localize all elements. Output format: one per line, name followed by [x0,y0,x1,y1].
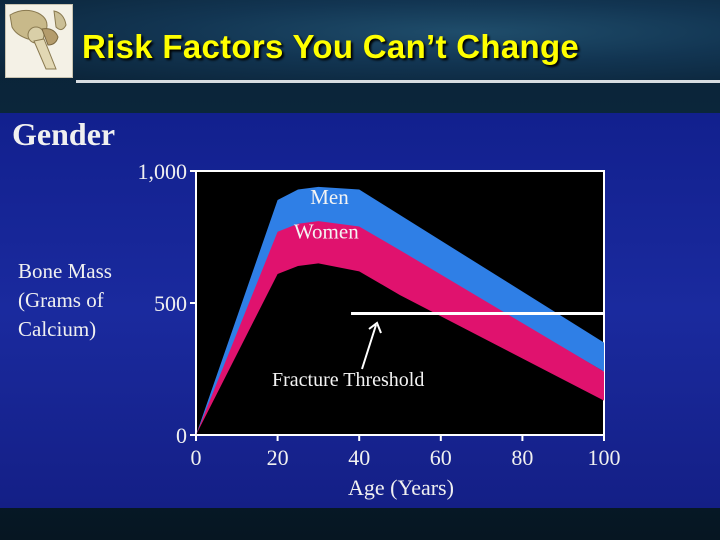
hip-joint-icon [5,4,73,78]
x-tick-label: 100 [588,445,621,470]
hip-joint-illustration [9,9,67,70]
x-axis-label: Age (Years) [348,475,454,500]
header-divider [76,80,720,83]
threshold-arrow [361,321,382,370]
x-tick-label: 20 [267,445,289,470]
y-axis-label: Bone Mass (Grams of Calcium) [18,259,112,341]
y-axis-label-line: (Grams of [18,288,104,312]
bone-mass-chart: Men Women Fracture Threshold 0 20 40 60 80 100… [12,116,621,500]
x-tick-label: 60 [430,445,452,470]
series-band-women [196,221,604,435]
chart-title: Gender [12,116,115,152]
x-tick-label: 80 [511,445,533,470]
x-tick-label: 40 [348,445,370,470]
series-label-women: Women [294,219,359,243]
y-tick-label: 1,000 [138,159,188,184]
threshold-label: Fracture Threshold [272,369,424,391]
header-bar [0,0,720,80]
y-axis-label-line: Bone Mass [18,259,112,283]
x-tick-label: 0 [191,445,202,470]
y-tick-label: 0 [176,423,187,448]
page-title: Risk Factors You Can’t Change [82,28,580,65]
chart-panel: Men Women Fracture Threshold 0 20 40 60 80 100… [0,113,720,508]
series-label-men: Men [310,185,349,209]
y-axis-label-line: Calcium) [18,317,96,341]
y-tick-label: 500 [154,291,187,316]
series-band-men [196,186,604,435]
